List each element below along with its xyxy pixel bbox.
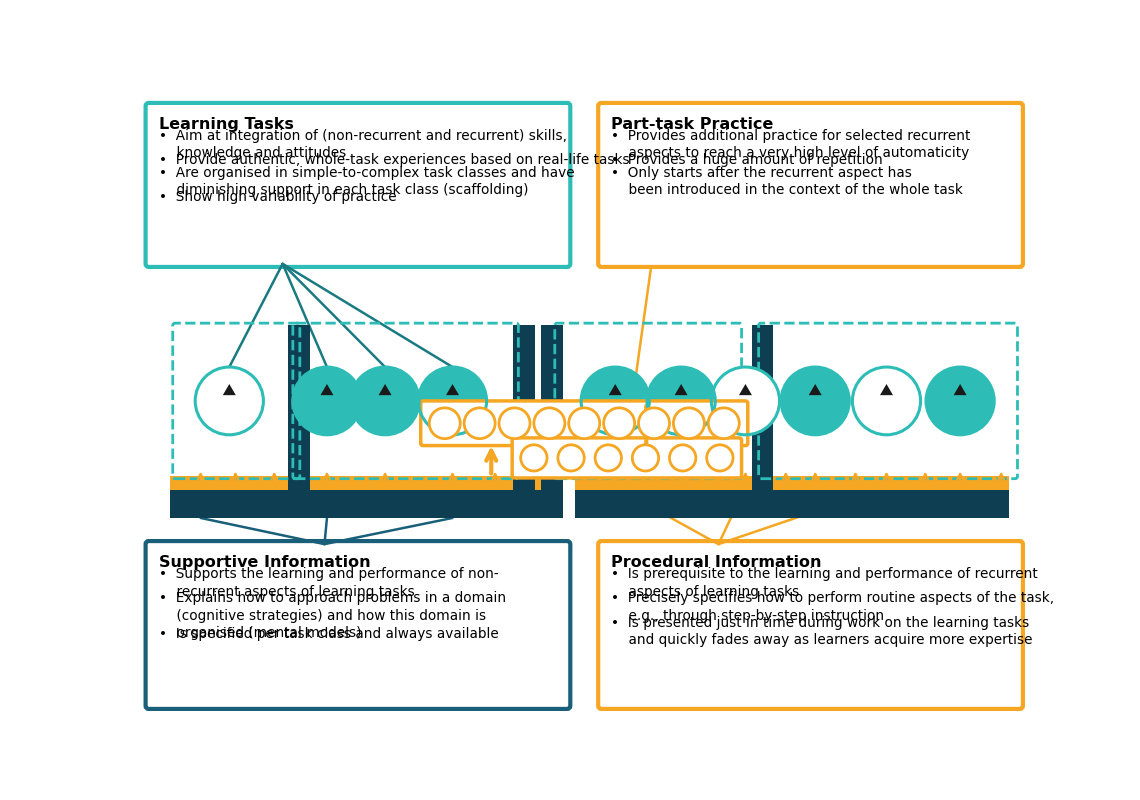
Circle shape [603, 408, 635, 438]
Circle shape [569, 408, 600, 438]
Circle shape [633, 445, 659, 471]
Polygon shape [926, 367, 994, 434]
Polygon shape [648, 367, 715, 434]
Bar [540, 326, 562, 518]
Bar [575, 487, 1009, 518]
Text: •  Provides additional practice for selected recurrent
    aspects to reach a ve: • Provides additional practice for selec… [611, 129, 971, 161]
Circle shape [669, 445, 695, 471]
Circle shape [711, 367, 780, 435]
Circle shape [534, 408, 565, 438]
Circle shape [418, 367, 487, 435]
FancyBboxPatch shape [146, 541, 570, 709]
Text: •  Aim at integration of (non-recurrent and recurrent) skills,
    knowledge and: • Aim at integration of (non-recurrent a… [158, 129, 567, 161]
Text: •  Provide authentic, whole-task experiences based on real-life tasks: • Provide authentic, whole-task experien… [158, 154, 629, 167]
Text: •  Is prerequisite to the learning and performance of recurrent
    aspects of l: • Is prerequisite to the learning and pe… [611, 567, 1039, 598]
Text: •  Is presented just in time during work on the learning tasks
    and quickly f: • Is presented just in time during work … [611, 615, 1033, 647]
Text: Learning Tasks: Learning Tasks [158, 117, 294, 132]
Circle shape [648, 367, 715, 435]
Bar [751, 326, 773, 518]
Circle shape [926, 367, 994, 435]
Bar [170, 487, 551, 518]
Text: Procedural Information: Procedural Information [611, 555, 822, 570]
Circle shape [581, 367, 650, 435]
Text: •  Is specified per task class and always available: • Is specified per task class and always… [158, 627, 498, 641]
Polygon shape [781, 367, 849, 434]
Polygon shape [418, 367, 487, 434]
Circle shape [638, 408, 669, 438]
Circle shape [293, 367, 361, 435]
Circle shape [521, 445, 547, 471]
FancyBboxPatch shape [598, 103, 1023, 267]
Circle shape [557, 445, 584, 471]
FancyBboxPatch shape [598, 541, 1023, 709]
Bar [513, 326, 535, 518]
FancyBboxPatch shape [146, 103, 570, 267]
Circle shape [708, 408, 739, 438]
Circle shape [853, 367, 921, 435]
Circle shape [595, 445, 621, 471]
Circle shape [674, 408, 705, 438]
Circle shape [195, 367, 263, 435]
Circle shape [430, 408, 461, 438]
Circle shape [351, 367, 420, 435]
Text: •  Supports the learning and performance of non-
    recurrent aspects of learni: • Supports the learning and performance … [158, 567, 498, 598]
Circle shape [707, 445, 733, 471]
Text: •  Are organised in simple-to-complex task classes and have
    diminishing supp: • Are organised in simple-to-complex tas… [158, 166, 575, 198]
Circle shape [781, 367, 849, 435]
Text: •  Show high variability of practice: • Show high variability of practice [158, 190, 397, 204]
FancyBboxPatch shape [512, 438, 742, 478]
Polygon shape [581, 367, 650, 434]
Text: Part-task Practice: Part-task Practice [611, 117, 774, 132]
Polygon shape [351, 367, 420, 434]
Text: Supportive Information: Supportive Information [158, 555, 370, 570]
Text: •  Provides a huge amount of repetition: • Provides a huge amount of repetition [611, 154, 884, 167]
Text: •  Only starts after the recurrent aspect has
    been introduced in the context: • Only starts after the recurrent aspect… [611, 166, 963, 198]
Bar [170, 476, 551, 490]
Text: •  Precisely specifies how to perform routine aspects of the task,
    e.g., thr: • Precisely specifies how to perform rou… [611, 591, 1054, 622]
Bar [288, 326, 310, 518]
Circle shape [499, 408, 530, 438]
Circle shape [464, 408, 495, 438]
FancyBboxPatch shape [421, 401, 748, 446]
Text: •  Explains how to approach problems in a domain
    (cognitive strategies) and : • Explains how to approach problems in a… [158, 591, 506, 640]
Polygon shape [293, 367, 361, 434]
Bar [575, 476, 1009, 490]
